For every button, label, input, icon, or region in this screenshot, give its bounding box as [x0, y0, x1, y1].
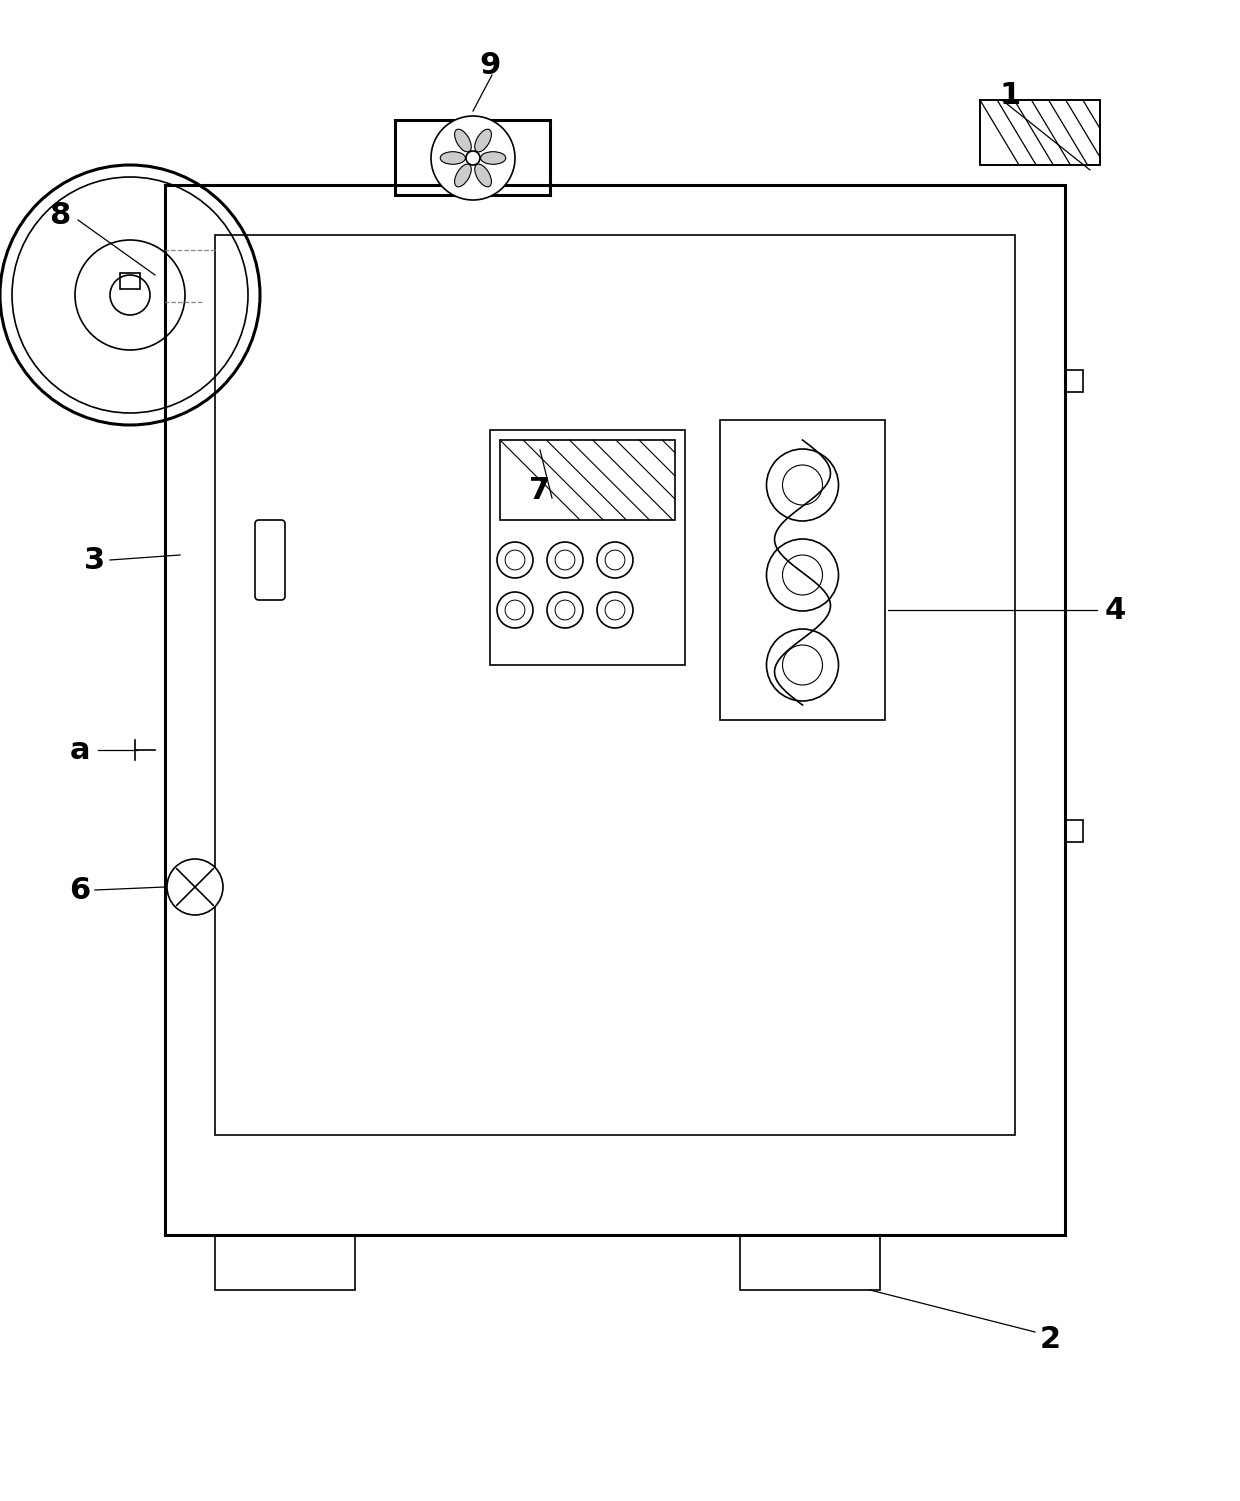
Text: 7: 7: [529, 476, 551, 504]
Circle shape: [110, 275, 150, 315]
Bar: [740, 1235, 880, 1289]
Bar: [980, 101, 1100, 165]
Circle shape: [505, 600, 525, 620]
Bar: [165, 185, 1065, 1235]
Bar: [215, 236, 1016, 1135]
FancyBboxPatch shape: [255, 519, 285, 600]
Ellipse shape: [440, 152, 465, 164]
Circle shape: [596, 591, 632, 627]
Circle shape: [596, 542, 632, 578]
Circle shape: [556, 600, 575, 620]
Bar: [500, 440, 675, 519]
Text: 6: 6: [69, 875, 91, 905]
Circle shape: [547, 542, 583, 578]
Circle shape: [167, 859, 223, 916]
Bar: [184, 877, 207, 898]
Circle shape: [605, 600, 625, 620]
Ellipse shape: [455, 164, 471, 186]
Bar: [720, 420, 885, 720]
Circle shape: [556, 549, 575, 570]
Ellipse shape: [475, 129, 491, 152]
Text: 3: 3: [84, 545, 105, 575]
Bar: [490, 429, 684, 665]
Bar: [396, 120, 551, 195]
Text: a: a: [69, 735, 91, 764]
Circle shape: [466, 152, 480, 165]
Circle shape: [605, 549, 625, 570]
Circle shape: [505, 549, 525, 570]
Bar: [1065, 371, 1083, 392]
Circle shape: [547, 591, 583, 627]
Text: 4: 4: [1105, 596, 1126, 624]
Text: 2: 2: [1039, 1325, 1060, 1354]
Text: 8: 8: [50, 201, 71, 230]
Circle shape: [432, 116, 515, 200]
Ellipse shape: [481, 152, 506, 164]
Bar: [980, 101, 1100, 165]
Text: 9: 9: [480, 51, 501, 80]
Bar: [120, 273, 140, 290]
Circle shape: [497, 591, 533, 627]
Circle shape: [497, 542, 533, 578]
Bar: [215, 1235, 355, 1289]
Bar: [1065, 820, 1083, 842]
Ellipse shape: [455, 129, 471, 152]
Text: 1: 1: [999, 81, 1021, 110]
Ellipse shape: [475, 164, 491, 186]
